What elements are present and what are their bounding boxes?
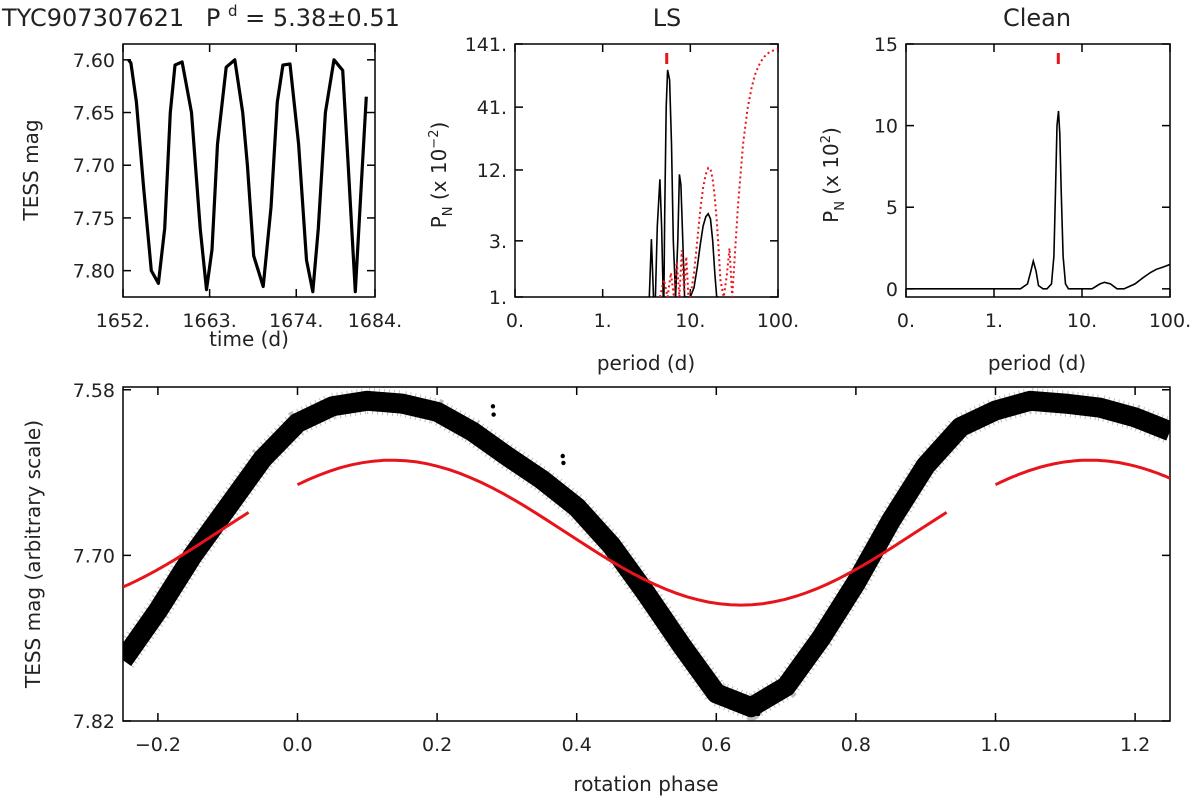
phased-ylabel: TESS mag (arbitrary scale)	[21, 420, 45, 689]
y-tick-label: 7.80	[73, 261, 115, 283]
ls-ylabel-rest: (x 10	[427, 149, 451, 207]
clean-ylabel-sub: N	[833, 201, 848, 211]
ls-ylabel-exp: −2	[427, 130, 442, 149]
x-tick-label: 0.	[506, 310, 524, 332]
phased-data-point	[400, 394, 405, 399]
ls-ylabel-close: )	[427, 122, 451, 130]
y-tick-label: 7.75	[73, 208, 115, 230]
y-tick-label: 1.	[489, 287, 507, 309]
light-curve-ylabel: TESS mag	[19, 119, 43, 221]
phased-data-point	[755, 711, 761, 717]
phased-plot	[123, 387, 1170, 721]
x-tick-label: 10.	[675, 310, 705, 332]
x-tick-label: 0.4	[562, 734, 592, 756]
y-tick-label: 15	[874, 34, 898, 56]
clean-plot	[906, 53, 1170, 290]
x-tick-label: 1.0	[980, 734, 1010, 756]
x-tick-label: 100.	[1149, 310, 1191, 332]
x-tick-label: 1674.	[269, 310, 323, 332]
ls-panel: PN (x 10−2) period (d) 0. 1. 10. 100.1.3.12…	[427, 34, 799, 375]
light-curve-line	[127, 58, 368, 294]
phased-data-point	[561, 460, 566, 466]
y-tick-label: 7.65	[73, 103, 115, 125]
phased-data-point	[490, 404, 496, 409]
sinusoid-fit-line	[994, 458, 1170, 487]
figure-title: TYC907307621 P d = 5.38±0.51	[1, 0, 400, 32]
ls-ylabel-main: P	[427, 216, 451, 228]
clean-ylabel-main: P	[819, 211, 843, 223]
clean-frame	[905, 43, 1171, 298]
phased-data-point	[491, 412, 496, 417]
light-curve-xlabel: time (d)	[209, 327, 289, 351]
periodogram-line	[648, 69, 719, 297]
period-value: = 5.38±0.51	[245, 4, 400, 32]
x-tick-label: 1.	[594, 310, 612, 332]
y-tick-label: 10	[874, 116, 898, 138]
sinusoid-fit-line	[296, 458, 948, 607]
period-superscript: d	[228, 2, 238, 20]
y-tick-label: 5	[886, 197, 898, 219]
light-curve-ticks: 1652. 1663. 1674. 1684. 7.60 7.65 7.70 7.75 7.80	[73, 44, 402, 332]
clean-ticks: 0. 1. 10. 100. 0 5 10 15	[874, 34, 1191, 332]
clean-ylabel-exp: 2	[819, 135, 834, 143]
x-tick-label: 0.8	[841, 734, 871, 756]
y-tick-label: 141.	[465, 34, 507, 56]
clean-ylabel: PN (x 102)	[819, 127, 848, 223]
y-tick-label: 0	[886, 279, 898, 301]
clean-ylabel-close: )	[819, 127, 843, 135]
clean-ylabel-rest: (x 10	[819, 143, 843, 201]
x-tick-label: 1652.	[96, 310, 150, 332]
phased-frame	[122, 386, 1171, 722]
x-tick-label: 0.6	[701, 734, 731, 756]
y-tick-label: 7.82	[73, 711, 115, 733]
x-tick-label: 0.0	[282, 734, 312, 756]
star-name: TYC907307621	[1, 4, 184, 32]
clean-xlabel: period (d)	[988, 351, 1086, 375]
phased-panel: TESS mag (arbitrary scale) rotation phas…	[21, 380, 1171, 796]
sinusoid-fit-line	[123, 511, 250, 589]
x-tick-label: 1.2	[1120, 734, 1150, 756]
light-curve-plot	[127, 58, 368, 294]
phased-xlabel: rotation phase	[573, 772, 718, 796]
phased-data-band	[123, 390, 1170, 718]
x-tick-label: 10.	[1067, 310, 1097, 332]
x-tick-label: 0.	[897, 310, 915, 332]
phased-data-point	[560, 453, 565, 459]
light-curve-frame	[122, 43, 376, 298]
x-tick-label: 1.	[985, 310, 1003, 332]
y-tick-label: 3.	[489, 231, 507, 253]
clean-title: Clean	[1003, 4, 1071, 32]
ls-ylabel: PN (x 10−2)	[427, 122, 456, 229]
clean-panel: PN (x 102) period (d) 0. 1. 10. 100. 0 5 10 15	[819, 34, 1191, 375]
y-tick-label: 7.70	[73, 545, 115, 567]
ls-frame	[514, 43, 779, 298]
x-tick-label: 100.	[757, 310, 799, 332]
x-tick-label: 0.2	[422, 734, 452, 756]
y-tick-label: 41.	[477, 97, 507, 119]
periodogram-line	[906, 110, 1170, 290]
y-tick-label: 7.60	[73, 50, 115, 72]
y-tick-label: 7.70	[73, 155, 115, 177]
y-tick-label: 7.58	[73, 380, 115, 402]
x-tick-label: 1684.	[348, 310, 402, 332]
ls-title: LS	[653, 4, 682, 32]
phased-ticks: −0.2 0.0 0.2 0.4 0.6 0.8 1.0 1.2 7.58 7.70 7.82	[73, 380, 1170, 756]
window-function-line	[658, 48, 778, 297]
light-curve-panel: TESS mag time (d) 1652. 1663. 1674. 1684. 7.…	[19, 43, 402, 351]
period-label: P	[206, 4, 220, 32]
y-tick-label: 12.	[477, 160, 507, 182]
ls-ylabel-sub: N	[441, 207, 456, 217]
phased-data-scatter	[123, 387, 1170, 721]
ls-ticks: 0. 1. 10. 100.1.3.12.41.141.	[465, 34, 799, 332]
x-tick-label: −0.2	[135, 734, 181, 756]
x-tick-label: 1663.	[182, 310, 236, 332]
ls-plot	[648, 48, 778, 297]
ls-xlabel: period (d)	[597, 351, 695, 375]
